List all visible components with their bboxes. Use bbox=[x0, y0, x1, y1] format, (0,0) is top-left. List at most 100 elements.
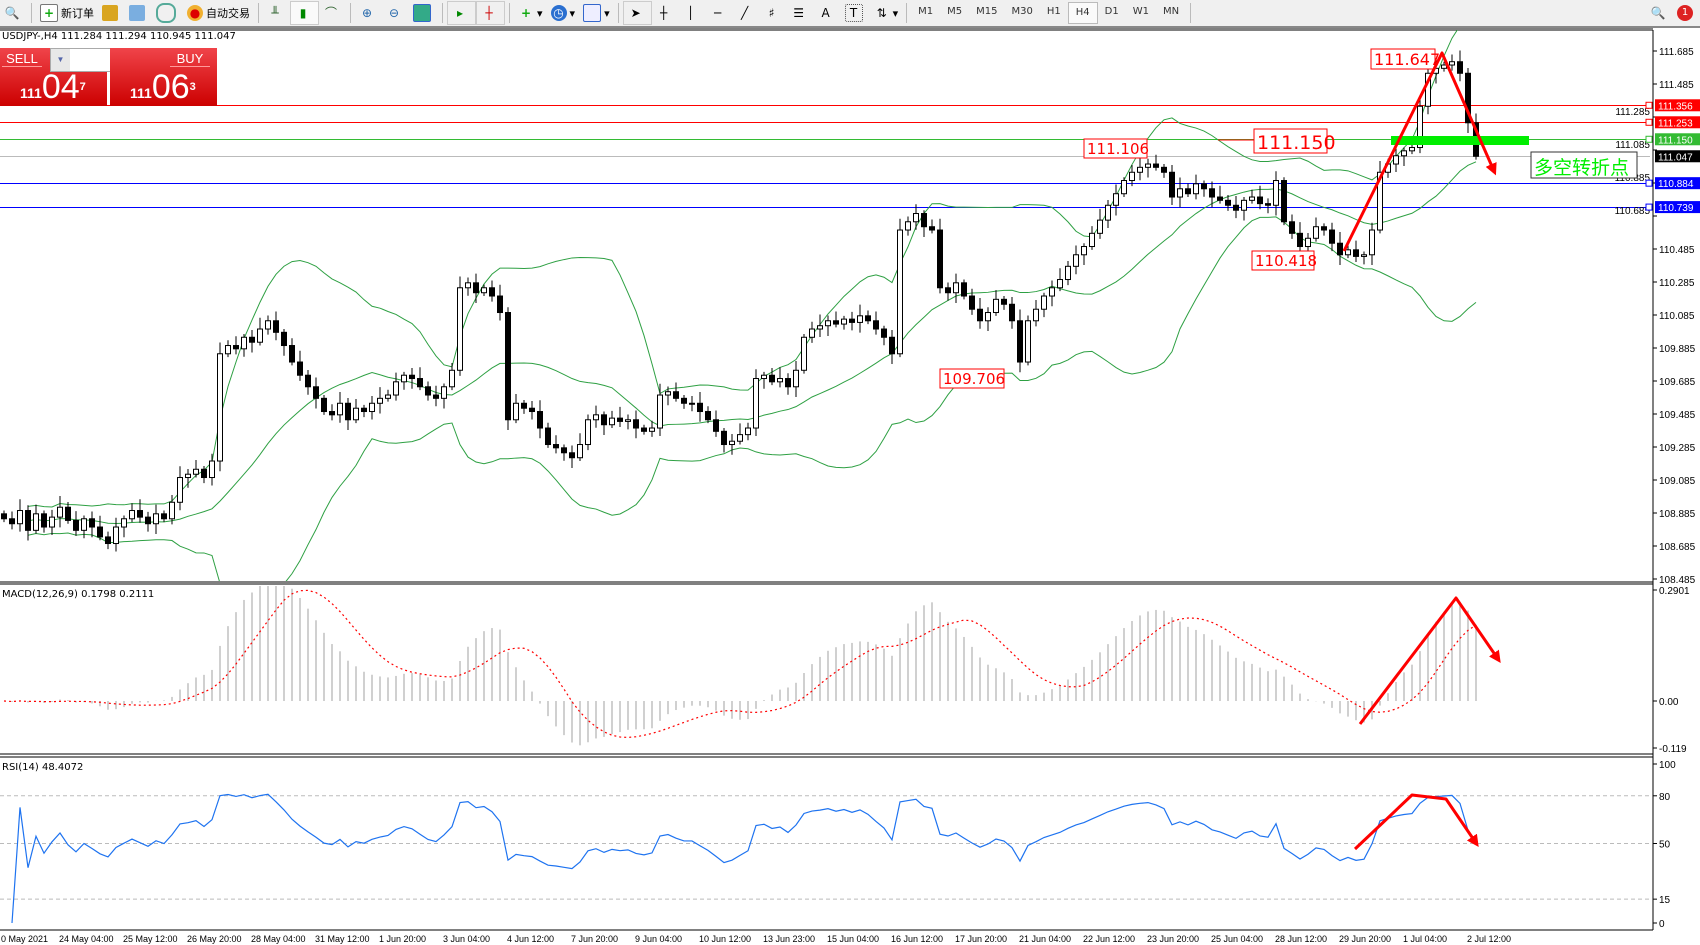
candle-body bbox=[785, 378, 791, 388]
chart-shift-button[interactable]: ┼ bbox=[476, 1, 505, 25]
candle bbox=[41, 510, 47, 533]
candle bbox=[1137, 156, 1143, 181]
notifications-button[interactable]: 1 bbox=[1673, 2, 1700, 24]
candle-body bbox=[1457, 61, 1463, 74]
candle-body bbox=[657, 394, 663, 429]
candlestick-button[interactable]: ▮ bbox=[290, 1, 319, 25]
zoom-out-button[interactable]: ⊖ bbox=[382, 2, 409, 24]
candle bbox=[321, 395, 327, 415]
candle-body bbox=[1273, 180, 1279, 206]
candle-body bbox=[473, 282, 479, 294]
line-handle[interactable] bbox=[1645, 203, 1653, 211]
signals-button[interactable] bbox=[152, 2, 183, 24]
cursor-tool[interactable]: ➤ bbox=[622, 1, 652, 25]
candle-body bbox=[1393, 155, 1399, 165]
crosshair-icon: ┼ bbox=[659, 6, 668, 20]
candle bbox=[625, 414, 631, 430]
candle-body bbox=[969, 295, 975, 310]
candle bbox=[329, 404, 335, 421]
new-order-button[interactable]: + 新订单 bbox=[36, 2, 98, 24]
candle bbox=[809, 321, 815, 343]
crosshair-tool[interactable]: ┼ bbox=[652, 2, 679, 24]
candle bbox=[185, 468, 191, 488]
trendline-tool[interactable]: ╱ bbox=[733, 2, 760, 24]
timeframe-m30[interactable]: M30 bbox=[1011, 6, 1033, 17]
candle bbox=[537, 400, 543, 439]
zoom-in-button[interactable]: ⊕ bbox=[355, 2, 382, 24]
line-handle[interactable] bbox=[1645, 179, 1653, 187]
line-handle[interactable] bbox=[1645, 135, 1653, 143]
candle bbox=[1201, 180, 1207, 197]
templates-button[interactable]: ▾ bbox=[579, 2, 614, 24]
candle-body bbox=[1417, 105, 1423, 149]
line-handle[interactable] bbox=[1645, 101, 1653, 109]
candle bbox=[1129, 165, 1135, 187]
timeframe-mn[interactable]: MN bbox=[1162, 6, 1180, 17]
candle-body bbox=[265, 320, 271, 330]
text-tool[interactable]: A bbox=[814, 2, 841, 24]
bar-chart-button[interactable]: ╨ bbox=[263, 2, 290, 24]
arrows-tool[interactable]: ⇅ ▾ bbox=[870, 2, 903, 24]
candle-body bbox=[625, 419, 631, 422]
candle bbox=[1033, 299, 1039, 327]
navigator-button[interactable] bbox=[125, 2, 152, 24]
lot-decrease-button[interactable]: ▼ bbox=[56, 55, 65, 64]
horizontal-line-tool[interactable]: ─ bbox=[706, 2, 733, 24]
candle-body bbox=[673, 391, 679, 399]
candle bbox=[1009, 297, 1015, 329]
candle-body bbox=[929, 226, 935, 231]
timeframe-d1[interactable]: D1 bbox=[1104, 6, 1119, 17]
candle-body bbox=[177, 477, 183, 503]
vertical-line-tool[interactable]: │ bbox=[679, 2, 706, 24]
line-chart-button[interactable]: ⌒ bbox=[319, 2, 346, 24]
line-handle[interactable] bbox=[1645, 118, 1653, 126]
timeframe-w1[interactable]: W1 bbox=[1132, 6, 1149, 17]
level-price-label-box bbox=[1253, 128, 1328, 154]
buy-button[interactable]: BUY 111063 bbox=[110, 48, 217, 106]
zoom-partial-icon[interactable]: 🔍 bbox=[4, 6, 20, 20]
price-tag bbox=[1655, 201, 1700, 214]
fibonacci-tool[interactable]: ☰ bbox=[787, 2, 814, 24]
timeframe-m1[interactable]: M1 bbox=[918, 6, 934, 17]
candle bbox=[945, 282, 951, 301]
auto-trading-button[interactable]: ● 自动交易 bbox=[183, 2, 254, 24]
market-watch-button[interactable] bbox=[98, 2, 125, 24]
candle bbox=[1161, 164, 1167, 178]
time-label: 1 Jun 20:00 bbox=[379, 934, 426, 944]
candle bbox=[33, 504, 39, 534]
candle-body bbox=[65, 506, 71, 521]
buy-price-big: 111 bbox=[130, 85, 152, 101]
new-order-icon: + bbox=[40, 4, 58, 22]
candle-body bbox=[369, 402, 375, 413]
candle bbox=[1073, 245, 1079, 275]
candle-body bbox=[729, 440, 735, 446]
indicators-button[interactable]: + ▾ bbox=[514, 2, 547, 24]
timeframe-h4[interactable]: H4 bbox=[1067, 2, 1098, 24]
candle bbox=[201, 465, 207, 484]
candle-body bbox=[617, 417, 623, 422]
candle bbox=[361, 404, 367, 418]
candle bbox=[97, 515, 103, 541]
time-label: 4 Jun 12:00 bbox=[507, 934, 554, 944]
channel-tool[interactable]: ♯ bbox=[760, 2, 787, 24]
text-label-tool[interactable]: T bbox=[841, 2, 870, 24]
timeframe-m5[interactable]: M5 bbox=[947, 6, 963, 17]
candle-body bbox=[1065, 265, 1071, 281]
timeframe-h1[interactable]: H1 bbox=[1046, 6, 1061, 17]
candle-body bbox=[593, 414, 599, 421]
candle bbox=[1249, 189, 1255, 204]
turning-point-label: 多空转折点 bbox=[1534, 157, 1629, 179]
candle bbox=[305, 369, 311, 395]
candle-body bbox=[361, 407, 367, 413]
buy-price-pips: 06 bbox=[151, 68, 190, 106]
candle-body bbox=[1017, 320, 1023, 363]
price-tick-label: 108.885 bbox=[1659, 509, 1696, 520]
periods-button[interactable]: ◷ ▾ bbox=[547, 2, 580, 24]
search-button[interactable]: 🔍 bbox=[1646, 2, 1673, 24]
candle-body bbox=[233, 345, 239, 350]
timeframe-m15[interactable]: M15 bbox=[976, 6, 998, 17]
autoscroll-button[interactable]: ▸ bbox=[447, 1, 476, 25]
candle bbox=[409, 367, 415, 389]
tile-windows-button[interactable] bbox=[409, 2, 438, 24]
